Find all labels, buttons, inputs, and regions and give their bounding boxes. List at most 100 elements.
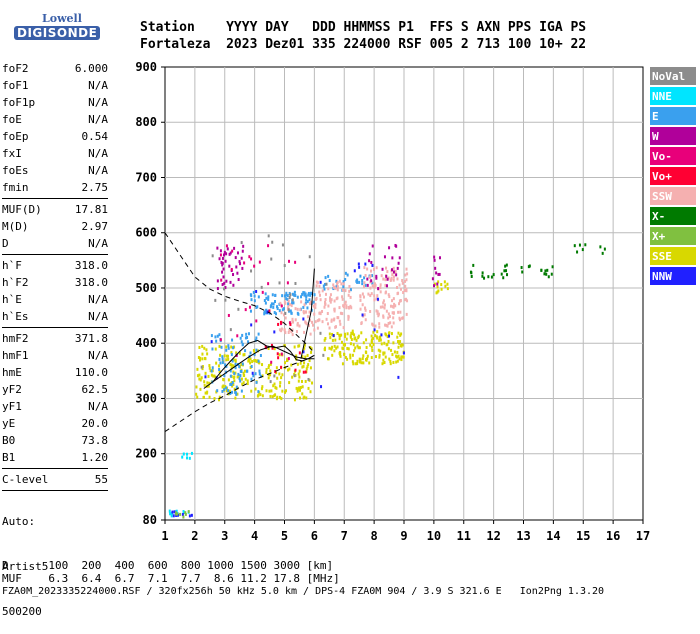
echo-point (338, 306, 341, 310)
echo-point (210, 369, 213, 373)
echo-point (347, 293, 350, 297)
param-row-11: h`F 318.0 (2, 257, 108, 274)
echo-point (289, 309, 292, 313)
echo-point (406, 272, 409, 276)
param-value: N/A (88, 96, 108, 109)
echo-point (336, 281, 339, 285)
echo-point (396, 277, 399, 281)
echo-point (431, 277, 434, 281)
echo-point (307, 291, 310, 295)
echo-point (379, 335, 382, 339)
echo-point (246, 335, 249, 339)
echo-point (314, 302, 317, 306)
echo-point (324, 336, 327, 340)
echo-point (373, 285, 376, 289)
echo-point (397, 291, 400, 295)
echo-point (396, 359, 399, 363)
echo-point (331, 338, 334, 342)
echo-point (386, 324, 389, 328)
auto-label: Auto: (2, 515, 36, 528)
echo-point (376, 294, 379, 298)
x-tick-label: 14 (546, 529, 560, 543)
echo-point (344, 278, 347, 282)
echo-point (290, 304, 293, 308)
echo-point (385, 323, 388, 327)
param-value: 318.0 (74, 276, 108, 289)
param-row-2: foF1p N/A (2, 94, 108, 111)
echo-point (270, 389, 273, 393)
echo-point (438, 272, 441, 276)
echo-point (229, 328, 232, 332)
echo-point (253, 359, 256, 363)
upper-dashed-curve (164, 232, 315, 354)
param-name: foF1 (2, 79, 29, 92)
echo-point (345, 306, 348, 310)
echo-point (357, 346, 360, 350)
echo-point (333, 307, 336, 311)
echo-point (201, 357, 204, 361)
param-name: yF1 (2, 400, 22, 413)
echo-point (371, 348, 374, 352)
echo-point (302, 350, 305, 354)
echo-point (397, 261, 400, 265)
echo-point (347, 315, 350, 319)
echo-point (248, 305, 251, 309)
echo-point (258, 372, 261, 376)
echo-point (391, 256, 394, 260)
echo-point (366, 357, 369, 361)
echo-point (327, 357, 330, 361)
echo-point (250, 323, 253, 327)
echo-point (336, 345, 339, 349)
echo-point (302, 305, 305, 309)
echo-point (285, 297, 288, 301)
echo-point (389, 359, 392, 363)
echo-point (306, 365, 309, 369)
echo-point (301, 392, 304, 396)
echo-point (365, 338, 368, 342)
echo-point (311, 320, 314, 324)
echo-point (322, 284, 325, 288)
echo-point (269, 373, 272, 377)
param-value: 1.20 (81, 451, 109, 464)
echo-point (251, 360, 254, 364)
echo-point (244, 349, 247, 353)
echo-point (249, 357, 252, 361)
echo-point (278, 309, 281, 313)
echo-point (400, 355, 403, 359)
echo-point (342, 305, 345, 309)
echo-point (351, 332, 354, 336)
echo-point (338, 319, 341, 323)
legend-label: X+ (652, 230, 666, 243)
echo-point (267, 376, 270, 380)
echo-point (374, 283, 377, 287)
echo-point (364, 262, 367, 266)
echo-point (168, 509, 171, 513)
echo-point (371, 322, 374, 326)
echo-point (372, 267, 375, 271)
echo-point (309, 332, 312, 336)
echo-point (223, 373, 226, 377)
echo-point (282, 313, 285, 317)
echo-point (253, 299, 256, 303)
echo-point (221, 361, 224, 365)
param-value: 318.0 (74, 259, 108, 272)
echo-point (201, 352, 204, 356)
echo-point (238, 365, 241, 369)
echo-point (227, 357, 230, 361)
legend-label: Vo- (652, 150, 672, 163)
param-separator (2, 490, 108, 491)
echo-point (399, 333, 402, 337)
echo-point (224, 298, 227, 302)
echo-point (319, 280, 322, 284)
echo-point (221, 389, 224, 393)
echo-point (323, 338, 326, 342)
echo-point (368, 361, 371, 365)
echo-point (233, 387, 236, 391)
echo-point (310, 292, 313, 296)
echo-point (216, 246, 219, 250)
echo-point (230, 353, 233, 357)
echo-point (267, 234, 270, 238)
param-name: fxI (2, 147, 22, 160)
x-tick-label: 16 (606, 529, 620, 543)
echo-point (307, 324, 310, 328)
